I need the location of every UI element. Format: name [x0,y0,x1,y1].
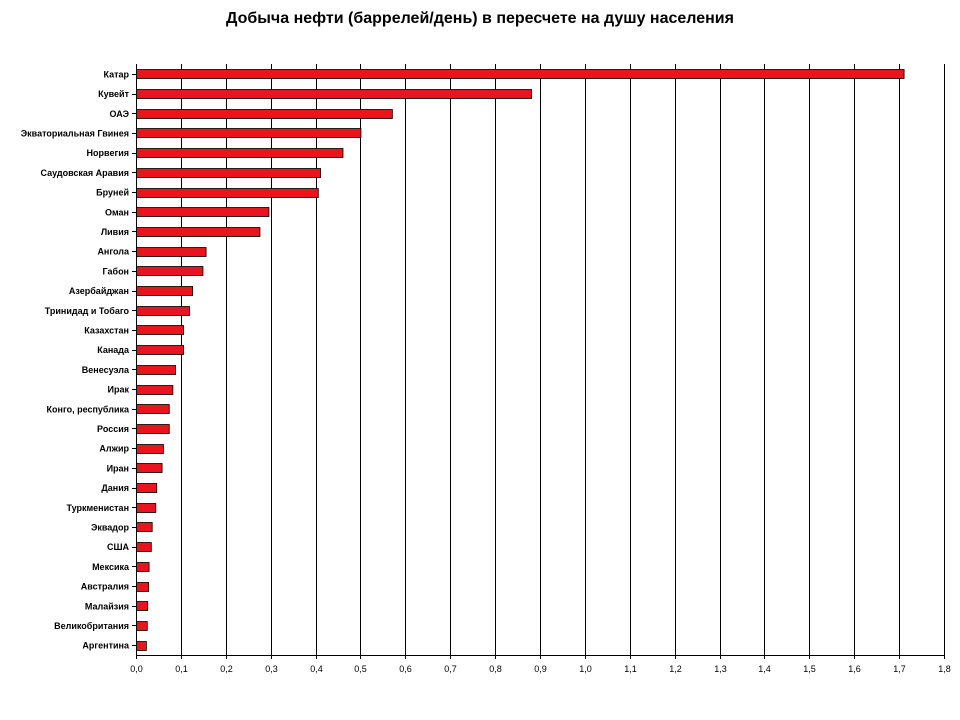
category-label: Саудовская Аравия [40,168,129,178]
category-label: Конго, республика [47,404,130,414]
bar [136,522,153,532]
bar [136,365,176,375]
x-tick-labels: 0,0 0,1 0,2 0,3 0,4 0,5 0,6 0,7 0,8 0,9 1,0 1,1 1,2 1… [130,664,951,674]
bar [136,562,150,572]
bar [136,641,147,651]
category-label: Норвегия [87,148,129,158]
x-tick-label: 1,7 [893,664,906,674]
bar [136,148,344,158]
axes [132,64,945,659]
x-tick-label: 0,2 [220,664,233,674]
bar [136,266,204,276]
bar [136,542,152,552]
category-label: Алжир [99,444,129,454]
category-label: Бруней [96,188,129,198]
category-label: Малайзия [85,601,129,611]
x-tick-label: 1,1 [624,664,637,674]
bar [136,188,319,198]
x-tick-label: 1,8 [938,664,951,674]
bar [136,582,150,592]
category-label: Канада [97,345,130,355]
category-label: Оман [105,207,129,217]
bar [136,286,194,296]
x-tick-label: 0,7 [444,664,457,674]
category-label: Эквадор [91,522,130,532]
category-label: Экваториальная Гвинея [21,128,129,138]
category-label: Кувейт [98,89,129,99]
category-label: Аргентина [82,641,130,651]
bar [136,503,157,513]
bar [136,128,362,138]
category-label: Дания [101,483,129,493]
bar [136,109,393,119]
x-tick-label: 0,1 [175,664,188,674]
category-label: Мексика [92,562,130,572]
category-label: Венесуэла [82,365,130,375]
bars [136,69,905,651]
x-tick-label: 0,3 [265,664,278,674]
x-tick-label: 1,4 [758,664,771,674]
chart-title: Добыча нефти (баррелей/день) в пересчете… [226,10,734,27]
x-tick-label: 1,3 [714,664,727,674]
category-label: Ангола [97,247,130,257]
x-tick-label: 0,4 [310,664,323,674]
x-tick-label: 1,2 [669,664,682,674]
bar [136,227,261,237]
x-tick-label: 0,6 [399,664,412,674]
bar [136,89,532,99]
x-tick-label: 0,9 [534,664,547,674]
category-label: США [107,542,130,552]
bar [136,621,148,631]
x-tick-label: 1,6 [848,664,861,674]
grid-lines [181,64,945,655]
bar [136,483,158,493]
category-label: Австралия [81,582,129,592]
x-tick-label: 1,5 [803,664,816,674]
bar [136,168,321,178]
bar [136,404,170,414]
x-tick-label: 0,8 [489,664,502,674]
bar [136,601,149,611]
bar [136,325,185,335]
bar [136,345,185,355]
category-label: Казахстан [84,325,129,335]
bar [136,69,905,79]
x-tick-label: 0,5 [354,664,367,674]
category-label: Азербайджан [69,286,129,296]
category-label: Ливия [101,227,129,237]
category-label: Россия [97,424,129,434]
category-label: Иран [107,463,129,473]
category-labels: Катар Кувейт ОАЭ Экваториальная Гвинея Норве… [21,69,130,650]
x-tick-label: 0,0 [130,664,143,674]
bar [136,444,164,454]
category-label: Туркменистан [66,503,129,513]
bar [136,424,170,434]
category-label: Катар [103,69,129,79]
category-label: Тринидад и Тобаго [45,306,130,316]
category-label: ОАЭ [110,109,130,119]
bar [136,207,270,217]
bar [136,385,174,395]
bar [136,247,207,257]
bar [136,306,190,316]
category-label: Габон [103,266,129,276]
x-tick-label: 1,0 [579,664,592,674]
category-label: Ирак [108,385,130,395]
bar [136,463,163,473]
category-label: Великобритания [54,621,129,631]
